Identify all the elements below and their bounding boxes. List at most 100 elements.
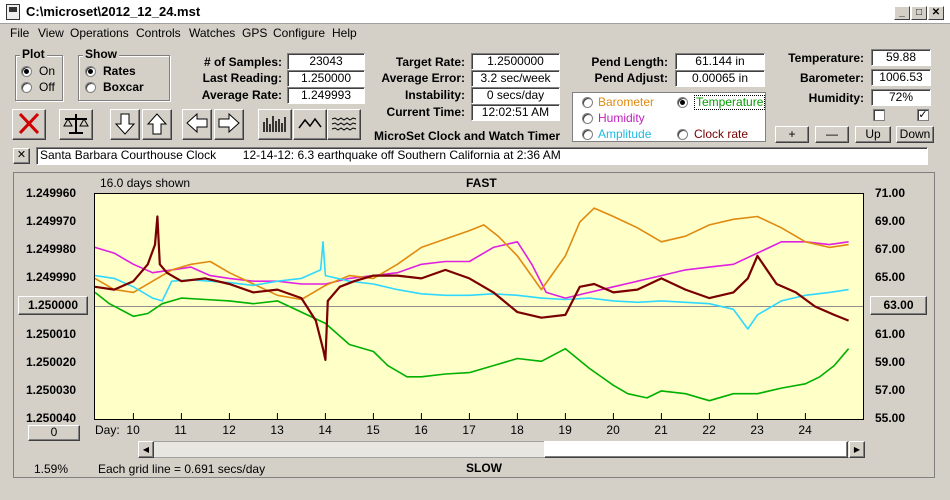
scrollbar-thumb[interactable]: [544, 441, 848, 458]
average-error-label: Average Error:: [381, 71, 465, 85]
humidity-option-label: Humidity: [598, 111, 645, 125]
series-line-humidity: [95, 240, 849, 299]
y-left-tick-label: 1.250040: [26, 411, 77, 425]
scroll-up-button[interactable]: [142, 109, 172, 140]
down-button[interactable]: Down: [896, 126, 934, 143]
y-right-tick-label: 71.00: [875, 186, 906, 200]
option-checkbox-1[interactable]: [873, 109, 885, 121]
average-rate-label: Average Rate:: [201, 88, 282, 102]
temperature-radio[interactable]: [677, 97, 688, 108]
noise-plot-button[interactable]: [327, 109, 361, 140]
pend-length-label: Pend Length:: [591, 55, 668, 69]
menu-view[interactable]: View: [38, 26, 64, 40]
instability-field: 0 secs/day: [471, 87, 560, 104]
reset-button[interactable]: [12, 109, 46, 140]
x-tick-label: 18: [510, 423, 524, 437]
scroll-right-button[interactable]: [214, 109, 244, 140]
series-line-amplitude: [95, 240, 849, 330]
option-checkbox-2[interactable]: ✓: [917, 109, 929, 121]
last-reading-label: Last Reading:: [202, 71, 282, 85]
bar-plot-button[interactable]: [258, 109, 292, 140]
minimize-button[interactable]: _: [894, 6, 910, 20]
last-reading-field: 1.250000: [287, 70, 365, 87]
pend-adjust-field[interactable]: 0.00065 in: [675, 70, 765, 87]
arrow-down-icon: [114, 113, 136, 135]
arrow-left-icon: [186, 112, 208, 134]
arrow-up-icon: [146, 113, 168, 135]
y-right-tick-label: 61.00: [875, 326, 906, 341]
minus-button[interactable]: —: [815, 126, 849, 143]
x-tick-label: 20: [606, 423, 620, 437]
barometer-radio[interactable]: [582, 97, 593, 108]
x-tick-label: 15: [366, 423, 380, 437]
percent-label: 1.59%: [34, 462, 69, 476]
plot-group: [15, 55, 63, 101]
clock-rate-radio[interactable]: [677, 129, 688, 140]
x-tick-label: 12: [222, 423, 236, 437]
y-left-tick-label: 1.250030: [26, 382, 77, 397]
x-tick-label: 10: [126, 423, 140, 437]
pend-adjust-label: Pend Adjust:: [594, 71, 668, 85]
y-left-tick-label: 1.249970: [26, 214, 77, 229]
humidity-radio[interactable]: [582, 113, 593, 124]
title-bar: C:\microset\2012_12_24.mst _ □ ✕: [0, 0, 950, 24]
amplitude-radio[interactable]: [582, 129, 593, 140]
show-boxcar-radio[interactable]: [85, 82, 96, 93]
scroll-down-button[interactable]: [110, 109, 140, 140]
plus-button[interactable]: +: [775, 126, 809, 143]
show-boxcar-label: Boxcar: [103, 80, 144, 94]
x-tick-label: 14: [318, 423, 332, 437]
barometer-label: Barometer:: [799, 71, 864, 85]
menu-controls[interactable]: Controls: [136, 26, 181, 40]
y-left-tick-label: 1.250010: [26, 326, 77, 341]
show-rates-radio[interactable]: [85, 66, 96, 77]
humidity-label: Humidity:: [808, 91, 864, 105]
app-icon: [6, 4, 20, 20]
clear-status-button[interactable]: ✕: [13, 148, 30, 164]
red-x-icon: [18, 112, 40, 135]
right-value-button[interactable]: 63.00: [870, 296, 927, 315]
clock-rate-option-label: Clock rate: [694, 127, 749, 141]
menu-operations[interactable]: Operations: [70, 26, 129, 40]
balance-button[interactable]: [59, 109, 93, 140]
close-window-button[interactable]: ✕: [928, 6, 944, 20]
left-value-button[interactable]: 1.250000: [18, 296, 88, 315]
status-message-field[interactable]: Santa Barbara Courthouse Clock 12-14-12:…: [36, 147, 928, 165]
target-rate-field[interactable]: 1.2500000: [471, 53, 560, 70]
show-group: [78, 55, 170, 101]
menu-bar: File View Operations Controls Watches GP…: [0, 24, 950, 42]
noise-wave-icon: [331, 117, 357, 131]
x-tick-label: 17: [462, 423, 476, 437]
samples-field: 23043: [287, 53, 365, 70]
average-rate-field: 1.249993: [287, 87, 365, 104]
average-error-field: 3.2 sec/week: [471, 70, 560, 87]
temperature-label: Temperature:: [788, 51, 864, 65]
maximize-button[interactable]: □: [911, 6, 927, 20]
menu-configure[interactable]: Configure: [273, 26, 326, 40]
scroll-left-button[interactable]: [182, 109, 212, 140]
arrow-right-icon: [218, 112, 240, 134]
target-rate-label: Target Rate:: [395, 55, 465, 69]
menu-gps[interactable]: GPS: [242, 26, 268, 40]
scroll-left-arrow[interactable]: ◀: [138, 441, 154, 458]
y-right-tick-label: 69.00: [875, 214, 906, 229]
up-button[interactable]: Up: [855, 126, 891, 143]
menu-file[interactable]: File: [10, 26, 30, 40]
slow-label: SLOW: [466, 461, 502, 475]
grid-note-label: Each grid line = 0.691 secs/day: [98, 462, 266, 476]
menu-help[interactable]: Help: [332, 26, 357, 40]
y-right-tick-label: 65.00: [875, 270, 906, 285]
menu-watches[interactable]: Watches: [189, 26, 236, 40]
sensor-select-box: [572, 92, 766, 142]
barometer-field: 1006.53: [871, 69, 931, 86]
scroll-right-arrow[interactable]: ▶: [849, 441, 865, 458]
days-shown-label: 16.0 days shown: [100, 176, 191, 190]
offset-button[interactable]: 0: [28, 425, 80, 441]
plot-on-radio[interactable]: [21, 66, 32, 77]
plot-off-radio[interactable]: [21, 82, 32, 93]
line-plot-button[interactable]: [293, 109, 327, 140]
balance-scale-icon: [63, 114, 89, 134]
x-tick-label: 11: [174, 423, 187, 437]
amplitude-option-label: Amplitude: [598, 127, 652, 141]
pend-length-field[interactable]: 61.144 in: [675, 53, 765, 70]
